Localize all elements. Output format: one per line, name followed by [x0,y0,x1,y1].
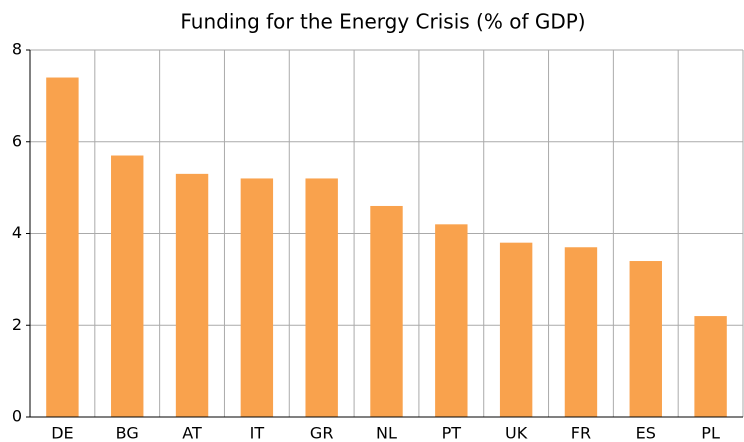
y-tick-label: 8 [12,40,22,59]
x-tick-label: PL [701,424,720,442]
bar [370,205,403,417]
bar [305,178,338,417]
x-tick-label: GR [310,424,334,442]
y-tick-label: 2 [12,315,22,334]
bar [694,316,727,417]
x-tick-label: BG [116,424,139,442]
bar [435,224,468,417]
bar [629,261,662,417]
bar [111,155,144,417]
x-tick-label: ES [636,424,656,442]
bar [175,173,209,417]
bar [564,247,598,417]
x-tick-label: UK [505,424,528,442]
bar [46,77,79,418]
x-tick-label: NL [376,424,397,442]
x-tick-label: PT [442,424,462,442]
y-tick-label: 4 [12,223,22,242]
x-tick-label: FR [571,424,591,442]
y-tick-label: 6 [12,131,22,150]
x-tick-label: DE [51,424,73,442]
y-tick-label: 0 [12,407,22,426]
bar [499,242,533,417]
x-tick-label: AT [182,424,202,442]
x-tick-label: IT [250,424,265,442]
chart-title: Funding for the Energy Crisis (% of GDP) [180,10,585,34]
bar [240,178,274,417]
